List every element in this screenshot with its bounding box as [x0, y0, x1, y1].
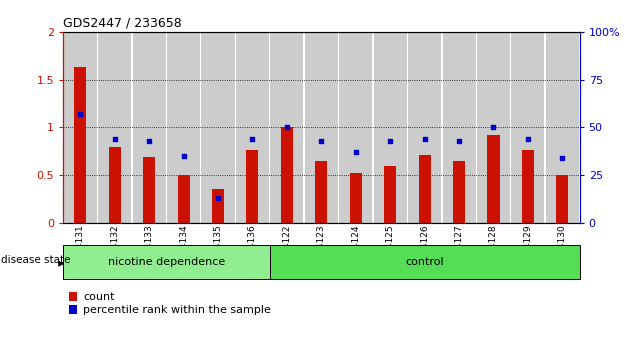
Bar: [384, 166, 396, 223]
Bar: [546, 32, 579, 223]
Text: GDS2447 / 233658: GDS2447 / 233658: [63, 16, 181, 29]
Bar: [418, 155, 431, 223]
Point: [144, 138, 154, 144]
Bar: [442, 32, 476, 223]
Point: [178, 153, 188, 159]
Point: [385, 138, 395, 144]
Bar: [64, 32, 97, 223]
Point: [282, 125, 292, 130]
Text: disease state: disease state: [1, 255, 71, 265]
Bar: [488, 135, 500, 223]
Bar: [408, 32, 441, 223]
Point: [110, 136, 120, 142]
FancyBboxPatch shape: [270, 245, 580, 279]
Bar: [512, 32, 544, 223]
Bar: [98, 32, 131, 223]
Bar: [453, 161, 465, 223]
Point: [488, 125, 498, 130]
Bar: [339, 32, 372, 223]
Bar: [477, 32, 510, 223]
Text: control: control: [405, 257, 444, 267]
Bar: [270, 32, 304, 223]
Bar: [556, 175, 568, 223]
Bar: [74, 67, 86, 223]
Text: nicotine dependence: nicotine dependence: [108, 257, 225, 267]
Bar: [315, 161, 328, 223]
Bar: [236, 32, 269, 223]
Bar: [212, 189, 224, 223]
Bar: [143, 157, 155, 223]
Point: [523, 136, 533, 142]
Bar: [350, 173, 362, 223]
Point: [420, 136, 430, 142]
Bar: [374, 32, 407, 223]
Bar: [132, 32, 166, 223]
Bar: [202, 32, 234, 223]
Point: [558, 155, 568, 161]
Bar: [178, 175, 190, 223]
Point: [316, 138, 326, 144]
Bar: [281, 127, 293, 223]
Bar: [522, 150, 534, 223]
Legend: count, percentile rank within the sample: count, percentile rank within the sample: [69, 292, 271, 315]
Bar: [167, 32, 200, 223]
Point: [351, 149, 361, 155]
Point: [213, 195, 223, 201]
Bar: [246, 150, 258, 223]
Bar: [108, 147, 121, 223]
Point: [75, 111, 85, 117]
Point: [454, 138, 464, 144]
FancyBboxPatch shape: [63, 245, 270, 279]
Bar: [305, 32, 338, 223]
Point: [248, 136, 258, 142]
